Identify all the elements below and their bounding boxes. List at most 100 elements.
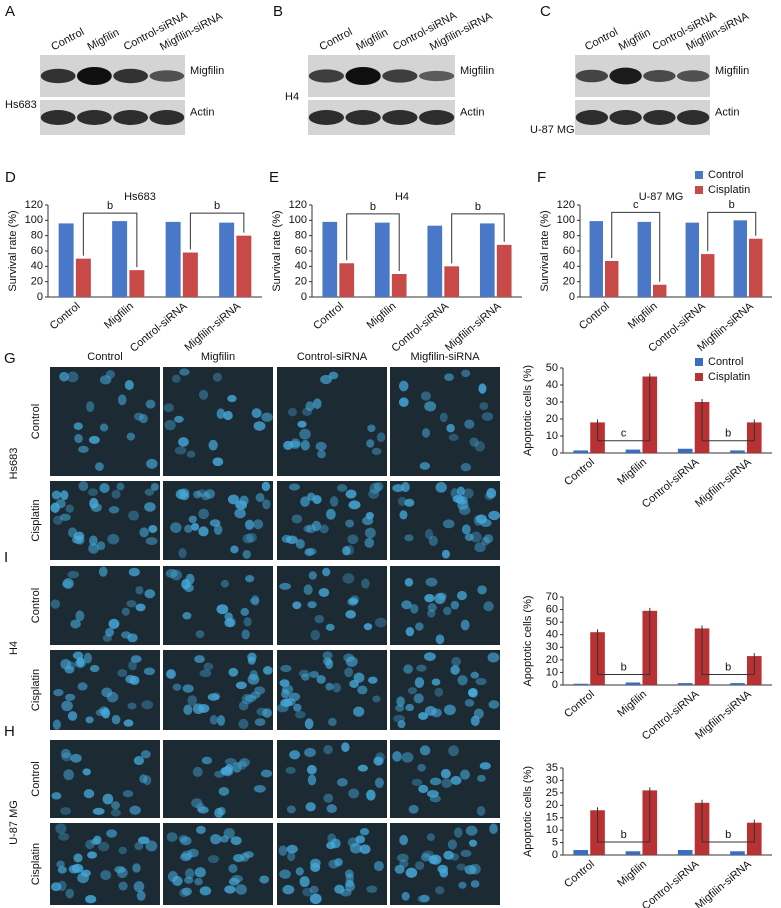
nucleus [180,852,192,862]
nucleus [353,706,365,717]
nucleus [373,860,384,872]
nucleus [479,762,491,770]
nucleus [99,483,110,493]
bracket [597,607,651,675]
nucleus [322,657,332,666]
y-tick-label: 25 [546,787,558,799]
y-tick-label: 20 [546,413,558,425]
nucleus [364,537,375,548]
nucleus [328,717,337,727]
nucleus [398,397,409,408]
nucleus [366,789,376,801]
nucleus [108,506,120,514]
nucleus [170,569,183,581]
panel-letter: C [540,3,551,20]
nucleus [307,601,317,609]
nucleus [318,587,330,597]
nucleus [67,570,80,579]
y-tick-label: 10 [546,666,558,678]
nucleus [77,872,89,884]
nucleus [65,888,75,899]
nucleus [399,859,409,868]
nucleus [420,853,432,862]
nucleus [307,774,317,786]
nucleus [174,446,187,455]
cell-line: U-87 MG [530,124,575,136]
bar [637,221,651,297]
nucleus [373,756,384,766]
nucleus [470,715,480,727]
bar [625,682,641,685]
nucleus [116,482,125,491]
nucleus [279,869,291,879]
bracket-label: b [370,201,376,213]
nucleus [175,489,188,500]
nucleus [261,412,273,422]
nucleus [373,481,384,492]
nucleus [355,835,366,844]
nucleus [323,744,333,755]
nucleus [234,508,246,519]
nucleus [145,399,156,409]
lane-label: Control [583,26,620,53]
nucleus [424,528,434,540]
nucleus [427,603,437,612]
nucleus [450,600,460,610]
bracket [701,399,755,442]
y-axis-label: Apoptotic cells (%) [522,365,534,456]
nucleus [108,618,120,630]
nucleus [59,371,69,382]
nucleus [235,500,248,510]
nucleus [410,604,419,614]
nucleus [315,441,327,451]
nucleus [83,789,95,799]
nucleus [133,412,144,421]
nucleus [166,832,178,842]
nucleus [304,747,316,758]
nucleus [183,704,193,716]
nucleus [191,798,203,808]
nucleus [186,450,196,458]
nucleus [477,585,487,595]
nucleus [233,854,245,863]
nucleus [239,758,250,767]
nucleus [417,763,426,772]
nucleus [357,764,369,772]
nucleus [194,655,205,663]
nucleus [281,684,294,695]
band [643,70,676,82]
nucleus [259,875,270,884]
bar [496,244,512,297]
cell-line: U-87 MG [8,800,20,845]
nucleus [444,373,454,382]
legend-label: Cisplatin [708,371,750,383]
bar [730,683,745,685]
nucleus [437,592,447,600]
nucleus [289,750,301,760]
nucleus [114,865,126,874]
nucleus [305,524,317,534]
nucleus [110,808,121,817]
nucleus [415,861,425,871]
nucleus [311,520,322,532]
nucleus [224,885,236,894]
nucleus [121,607,130,616]
nucleus [128,660,137,671]
nucleus [423,652,436,661]
nucleus [171,374,181,383]
nucleus [105,627,115,637]
y-tick-label: 100 [557,214,575,226]
nucleus [320,374,332,385]
band [149,70,185,82]
nucleus [125,674,136,684]
nucleus [460,769,470,780]
x-tick-label: Migfilin [626,300,660,331]
nucleus [325,682,334,691]
bracket [82,212,138,268]
nucleus [394,864,405,874]
band [76,110,112,125]
lane-label: Control [318,26,355,53]
nucleus [238,718,249,730]
nucleus [286,805,296,814]
bar [58,223,74,297]
